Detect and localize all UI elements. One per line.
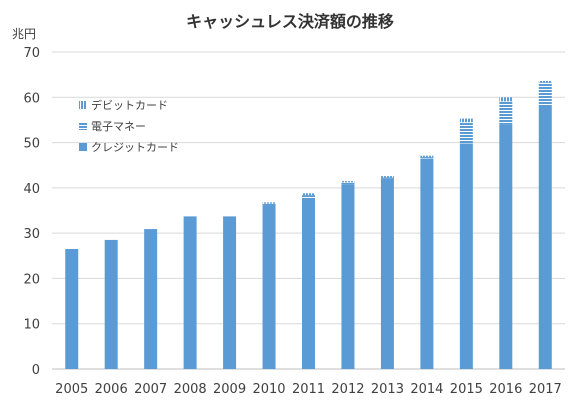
bar-credit-2009 [223, 216, 237, 369]
legend: デビットカード 電子マネー クレジットカード [79, 98, 179, 154]
legend-swatch-debit [79, 101, 87, 109]
legend-item-emoney: 電子マネー [79, 120, 146, 133]
x-tick-label: 2011 [292, 382, 325, 397]
bar-emoney-2012 [341, 182, 355, 185]
bars [65, 80, 552, 369]
bar-debit-2017 [538, 80, 552, 83]
bar-credit-2008 [183, 216, 197, 369]
bar-debit-2011 [302, 193, 315, 196]
y-tick-label: 70 [23, 46, 40, 61]
x-tick-label: 2006 [95, 382, 128, 397]
bar-debit-2014 [420, 155, 434, 158]
legend-label-emoney: 電子マネー [91, 120, 146, 133]
bar-credit-2005 [65, 248, 79, 369]
legend-label-credit: クレジットカード [91, 141, 179, 154]
bar-credit-2016 [499, 124, 513, 369]
bar-debit-2016 [499, 97, 513, 102]
y-axis-tick-labels: 0 10 20 30 40 50 60 70 [23, 46, 40, 378]
y-tick-label: 60 [23, 91, 40, 106]
bar-emoney-2010 [262, 203, 276, 206]
bar-emoney-2013 [380, 177, 394, 179]
bar-emoney-2015 [459, 122, 473, 144]
x-axis-tick-labels: 2005 2006 2007 2008 2009 2010 2011 2012 2013 2014… [55, 382, 562, 397]
x-tick-label: 2015 [450, 382, 483, 397]
bar-credit-2017 [538, 104, 552, 369]
bar-emoney-2011 [302, 195, 315, 198]
x-tick-label: 2012 [331, 382, 364, 397]
x-tick-label: 2009 [213, 382, 246, 397]
x-tick-label: 2005 [55, 382, 88, 397]
bar-debit-2015 [459, 118, 473, 123]
x-tick-label: 2007 [134, 382, 167, 397]
y-tick-label: 50 [23, 137, 40, 152]
x-tick-label: 2008 [174, 382, 207, 397]
y-tick-label: 40 [23, 182, 40, 197]
y-tick-label: 10 [23, 318, 40, 333]
bar-emoney-2014 [420, 157, 434, 159]
bar-debit-2010 [262, 202, 276, 204]
bar-credit-2015 [459, 143, 473, 369]
legend-item-credit: クレジットカード [79, 141, 179, 154]
bar-debit-2013 [380, 176, 394, 178]
bar-credit-2007 [144, 229, 158, 369]
legend-swatch-emoney [79, 122, 87, 130]
bar-emoney-2016 [499, 101, 513, 125]
bar-credit-2014 [420, 158, 434, 369]
y-tick-label: 0 [32, 363, 40, 378]
chart-title: キャッシュレス決済額の推移 [186, 12, 394, 31]
y-tick-label: 30 [23, 227, 40, 242]
bar-credit-2011 [302, 197, 315, 369]
bar-credit-2012 [341, 184, 355, 369]
bar-credit-2013 [380, 178, 394, 369]
legend-item-debit: デビットカード [79, 98, 168, 112]
x-tick-label: 2013 [371, 382, 404, 397]
bar-credit-2010 [262, 205, 276, 369]
legend-label-debit: デビットカード [91, 98, 168, 112]
x-tick-label: 2010 [252, 382, 285, 397]
bar-emoney-2017 [538, 82, 552, 105]
x-tick-label: 2014 [410, 382, 443, 397]
y-tick-label: 20 [23, 272, 40, 287]
bar-credit-2006 [104, 239, 118, 369]
x-tick-label: 2017 [529, 382, 562, 397]
bar-debit-2012 [341, 181, 355, 183]
x-tick-label: 2016 [489, 382, 522, 397]
legend-swatch-credit [79, 143, 87, 151]
y-axis-unit-label: 兆円 [12, 27, 36, 41]
